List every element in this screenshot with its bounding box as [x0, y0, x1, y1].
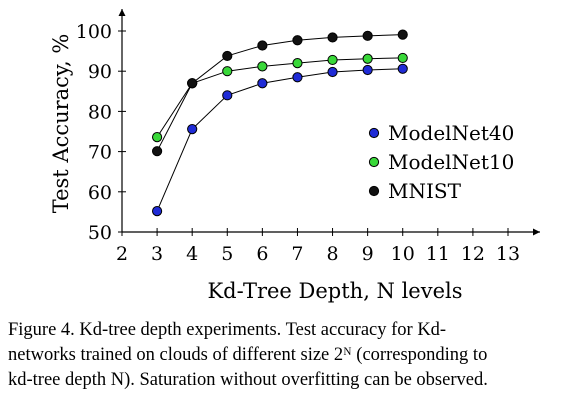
- x-tick-label: 11: [426, 243, 450, 265]
- caption-line-2: networks trained on clouds of different …: [8, 345, 488, 365]
- series-line: [156, 68, 403, 212]
- data-point: [362, 30, 373, 41]
- data-point: [327, 54, 338, 66]
- x-tick-label: 13: [496, 243, 520, 265]
- data-point: [187, 78, 198, 89]
- data-point: [292, 58, 303, 69]
- accuracy-line-chart: 2 3 4 5 6 7 8 9 10 11 12 13 50 60 70 80 90 100 Kd-Tree Dep…: [49, 9, 540, 303]
- x-tick-label: 5: [221, 243, 233, 265]
- y-tick-label: 100: [76, 21, 112, 43]
- x-tick-label: 3: [151, 243, 163, 265]
- series-line: [156, 57, 403, 138]
- data-point: [327, 32, 338, 43]
- legend-marker: [368, 127, 380, 139]
- x-tick-label: 7: [291, 243, 303, 265]
- data-point: [151, 205, 163, 217]
- y-tick-label: 80: [88, 101, 112, 123]
- series-mnist: [151, 29, 408, 157]
- data-point: [222, 50, 233, 62]
- data-point: [327, 66, 338, 78]
- data-point: [397, 63, 408, 74]
- data-point: [151, 146, 163, 157]
- x-tick-label: 12: [461, 243, 485, 265]
- x-tick-label: 8: [326, 243, 338, 265]
- data-point: [187, 123, 198, 135]
- axes: 2 3 4 5 6 7 8 9 10 11 12 13 50 60 70 80 90 100 Kd-Tree Dep…: [49, 9, 540, 303]
- data-point: [292, 35, 303, 46]
- legend-marker: [368, 156, 380, 168]
- legend-label: ModelNet40: [388, 121, 514, 145]
- y-tick-label: 60: [88, 182, 112, 204]
- data-point: [222, 90, 233, 101]
- y-tick-label: 70: [88, 142, 112, 164]
- x-tick-label: 2: [116, 243, 128, 265]
- caption-line-3: kd-tree depth N). Saturation without ove…: [8, 370, 488, 390]
- data-point: [222, 66, 233, 77]
- figure-caption: Figure 4. Kd-tree depth experiments. Tes…: [8, 318, 582, 393]
- x-tick-label: 6: [256, 243, 268, 265]
- data-point: [151, 132, 163, 143]
- y-axis-arrow: [118, 9, 126, 16]
- data-point: [257, 61, 268, 72]
- y-tick-label: 90: [88, 61, 112, 83]
- legend-marker: [368, 185, 380, 197]
- legend: ModelNet40 ModelNet10 MNIST: [368, 121, 514, 203]
- data-point: [362, 64, 373, 76]
- caption-line-1: Figure 4. Kd-tree depth experiments. Tes…: [8, 320, 447, 340]
- data-point: [397, 29, 408, 40]
- x-tick-label: 10: [391, 243, 415, 265]
- legend-label: ModelNet10: [388, 150, 514, 174]
- x-axis-label: Kd-Tree Depth, N levels: [207, 279, 462, 303]
- series-modelnet40: [151, 63, 408, 217]
- x-tick-label: 9: [362, 243, 374, 265]
- series-layer: [151, 29, 408, 217]
- data-point: [292, 72, 303, 83]
- x-axis-arrow: [533, 228, 540, 236]
- data-point: [257, 40, 268, 51]
- data-point: [397, 52, 408, 64]
- data-point: [257, 78, 268, 89]
- data-point: [362, 53, 373, 64]
- y-axis-label: Test Accuracy, %: [49, 34, 73, 214]
- x-tick-label: 4: [186, 243, 198, 265]
- y-tick-label: 50: [88, 222, 112, 244]
- series-line: [156, 34, 403, 152]
- legend-label: MNIST: [388, 179, 462, 203]
